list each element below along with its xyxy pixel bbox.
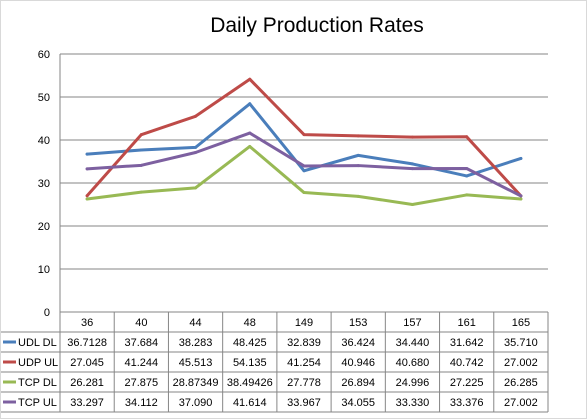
data-point-tcp-dl-7 <box>465 193 469 197</box>
data-label-udl-dl-7: 31.642 <box>450 337 484 349</box>
data-label-udl-dl-6: 34.440 <box>396 337 430 349</box>
x-tick-label-157: 157 <box>403 317 421 329</box>
data-point-udl-dl-5 <box>356 153 360 157</box>
legend-label-udp-ul: UDP UL <box>18 357 58 369</box>
y-tick-label-20: 20 <box>38 221 50 233</box>
x-tick-label-40: 40 <box>135 317 147 329</box>
data-label-udp-ul-7: 40.742 <box>450 357 484 369</box>
x-tick-label-36: 36 <box>81 317 93 329</box>
data-point-udp-ul-3 <box>248 77 252 81</box>
data-point-tcp-ul-8 <box>519 194 523 198</box>
data-label-udl-dl-8: 35.710 <box>504 337 538 349</box>
legend-label-tcp-dl: TCP DL <box>18 377 57 389</box>
data-point-udp-ul-7 <box>465 135 469 139</box>
legend-label-udl-dl: UDL DL <box>18 337 57 349</box>
x-tick-label-153: 153 <box>349 317 367 329</box>
series-line-tcp-dl <box>85 144 523 207</box>
data-label-tcp-dl-7: 27.225 <box>450 377 484 389</box>
data-point-udl-dl-4 <box>302 169 306 173</box>
chart-title: Daily Production Rates <box>210 14 424 37</box>
data-point-tcp-dl-8 <box>519 197 523 201</box>
y-tick-label-60: 60 <box>38 49 50 61</box>
data-point-udp-ul-2 <box>194 114 198 118</box>
data-label-tcp-ul-1: 34.112 <box>125 397 158 409</box>
x-tick-label-165: 165 <box>512 317 530 329</box>
data-point-udp-ul-4 <box>302 133 306 137</box>
data-label-tcp-dl-5: 26.894 <box>341 377 375 389</box>
data-label-udl-dl-3: 48.425 <box>233 337 267 349</box>
x-tick-label-149: 149 <box>295 317 313 329</box>
data-label-tcp-ul-2: 37.090 <box>179 397 213 409</box>
data-label-udl-dl-1: 37.684 <box>125 337 159 349</box>
data-label-udl-dl-4: 32.839 <box>287 337 321 349</box>
y-tick-label-10: 10 <box>38 264 50 276</box>
data-label-udp-ul-6: 40.680 <box>396 357 430 369</box>
legend-label-tcp-ul: TCP UL <box>18 397 57 409</box>
data-label-udp-ul-8: 27.002 <box>504 357 538 369</box>
data-point-tcp-dl-2 <box>194 186 198 190</box>
data-label-tcp-dl-0: 26.281 <box>70 377 104 389</box>
data-label-udl-dl-2: 38.283 <box>179 337 213 349</box>
data-point-tcp-ul-5 <box>356 164 360 168</box>
data-point-tcp-ul-7 <box>465 166 469 170</box>
data-point-tcp-dl-6 <box>410 203 414 207</box>
x-tick-label-44: 44 <box>189 317 201 329</box>
data-point-tcp-dl-5 <box>356 194 360 198</box>
y-tick-label-40: 40 <box>38 135 50 147</box>
data-point-udp-ul-6 <box>410 135 414 139</box>
data-label-udp-ul-1: 41.244 <box>125 357 159 369</box>
data-label-tcp-dl-8: 26.285 <box>504 377 538 389</box>
data-point-udp-ul-1 <box>139 133 143 137</box>
data-label-tcp-dl-2: 28.87349 <box>173 377 219 389</box>
data-point-udl-dl-3 <box>248 102 252 106</box>
data-label-tcp-ul-8: 27.002 <box>504 397 538 409</box>
data-point-tcp-dl-3 <box>248 144 252 148</box>
data-point-udl-dl-2 <box>194 145 198 149</box>
x-tick-label-161: 161 <box>457 317 475 329</box>
data-point-udl-dl-0 <box>85 152 89 156</box>
data-point-tcp-ul-1 <box>139 163 143 167</box>
data-label-tcp-dl-1: 27.875 <box>125 377 159 389</box>
data-label-tcp-dl-3: 38.49426 <box>227 377 273 389</box>
data-label-udp-ul-4: 41.254 <box>287 357 321 369</box>
data-point-tcp-ul-3 <box>248 131 252 135</box>
data-label-udl-dl-0: 36.7128 <box>67 337 107 349</box>
data-label-udp-ul-0: 27.045 <box>70 357 104 369</box>
x-tick-label-48: 48 <box>244 317 256 329</box>
data-label-udp-ul-5: 40.946 <box>341 357 375 369</box>
data-label-tcp-ul-4: 33.967 <box>287 397 321 409</box>
data-label-udl-dl-5: 36.424 <box>341 337 375 349</box>
data-point-udp-ul-5 <box>356 134 360 138</box>
data-label-tcp-dl-4: 27.778 <box>287 377 321 389</box>
data-label-tcp-ul-7: 33.376 <box>450 397 484 409</box>
data-point-udp-ul-0 <box>85 194 89 198</box>
y-tick-label-0: 0 <box>44 307 50 319</box>
data-point-tcp-ul-0 <box>85 167 89 171</box>
data-label-udp-ul-2: 45.513 <box>179 357 213 369</box>
data-label-tcp-ul-5: 34.055 <box>341 397 375 409</box>
data-label-tcp-ul-3: 41.614 <box>233 397 267 409</box>
data-point-tcp-ul-6 <box>410 167 414 171</box>
data-point-tcp-dl-0 <box>85 197 89 201</box>
data-label-tcp-ul-6: 33.330 <box>396 397 430 409</box>
data-point-tcp-ul-2 <box>194 151 198 155</box>
data-label-tcp-ul-0: 33.297 <box>70 397 104 409</box>
data-label-tcp-dl-6: 24.996 <box>396 377 430 389</box>
data-point-tcp-dl-4 <box>302 191 306 195</box>
y-tick-label-30: 30 <box>38 178 50 190</box>
data-point-tcp-dl-1 <box>139 190 143 194</box>
data-label-udp-ul-3: 54.135 <box>233 357 267 369</box>
data-point-udl-dl-7 <box>465 174 469 178</box>
data-point-tcp-ul-4 <box>302 164 306 168</box>
data-point-udl-dl-6 <box>410 162 414 166</box>
data-point-udl-dl-8 <box>519 156 523 160</box>
data-point-udl-dl-1 <box>139 148 143 152</box>
y-tick-label-50: 50 <box>38 92 50 104</box>
